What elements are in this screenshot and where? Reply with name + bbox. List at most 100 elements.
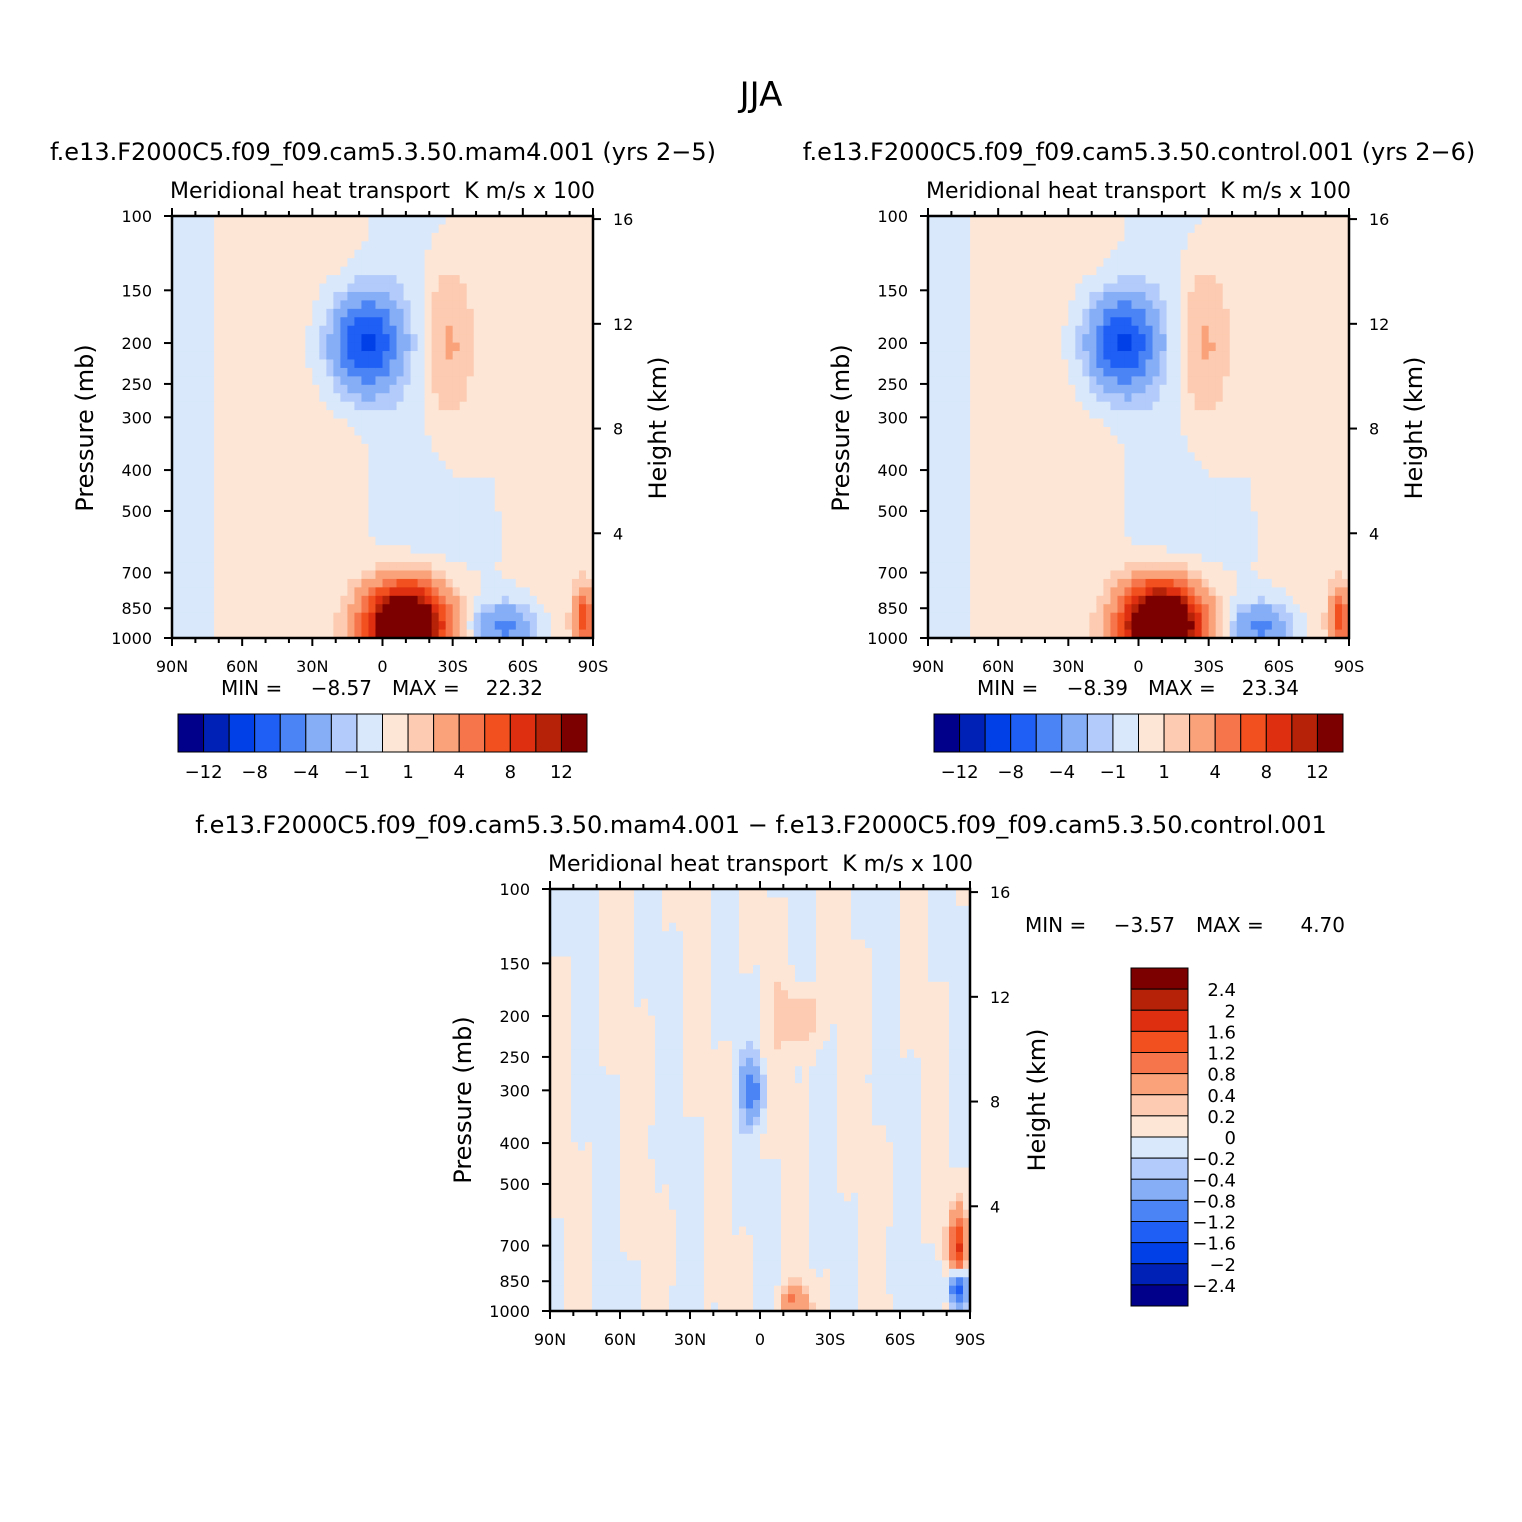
contour-cell (480, 511, 489, 521)
contour-cell (1089, 384, 1097, 394)
contour-cell (319, 384, 327, 394)
contour-cell (935, 241, 943, 251)
contour-cell (305, 452, 313, 462)
contour-cell (1138, 494, 1147, 504)
contour-cell (1082, 578, 1090, 588)
contour-cell (1110, 300, 1119, 310)
contour-cell (585, 249, 594, 259)
contour-cell (473, 401, 482, 411)
contour-cell (186, 418, 194, 428)
contour-cell (942, 410, 950, 420)
contour-cell (970, 595, 978, 605)
contour-cell (1152, 587, 1161, 597)
contour-cell (949, 401, 957, 411)
contour-cell (557, 604, 566, 614)
contour-cell (235, 629, 243, 639)
contour-cell (1061, 410, 1069, 420)
contour-cell (1096, 291, 1105, 301)
contour-cell (536, 452, 545, 462)
contour-cell (543, 300, 552, 310)
contour-cell (935, 334, 943, 344)
contour-cell (389, 266, 398, 276)
contour-cell (270, 562, 278, 572)
contour-cell (186, 519, 194, 529)
contour-cell (529, 435, 538, 445)
contour-cell (487, 249, 496, 259)
contour-cell (242, 308, 250, 318)
contour-cell (1117, 376, 1126, 386)
contour-cell (389, 376, 398, 386)
contour-cell (487, 393, 496, 403)
contour-cell (1145, 401, 1154, 411)
contour-cell (522, 367, 531, 377)
contour-cell (1005, 511, 1013, 521)
contour-cell (480, 604, 489, 614)
contour-cell (431, 300, 440, 310)
contour-cell (1075, 283, 1083, 293)
contour-cell (445, 553, 454, 563)
contour-cell (1131, 570, 1140, 580)
contour-cell (221, 359, 229, 369)
contour-cell (928, 435, 936, 445)
contour-cell (543, 266, 552, 276)
contour-cell (333, 342, 341, 352)
contour-cell (935, 587, 943, 597)
contour-cell (179, 334, 187, 344)
contour-cell (1159, 578, 1168, 588)
contour-cell (214, 275, 222, 285)
contour-cell (277, 545, 285, 555)
contour-cell (263, 275, 271, 285)
contour-cell (354, 367, 363, 377)
contour-cell (1131, 232, 1140, 242)
contour-cell (564, 367, 573, 377)
contour-cell (1012, 266, 1020, 276)
contour-cell (382, 334, 391, 344)
contour-cell (508, 300, 517, 310)
contour-cell (991, 275, 999, 285)
contour-cell (1089, 460, 1097, 470)
contour-cell (1082, 241, 1090, 251)
contour-cell (347, 300, 356, 310)
contour-cell (1131, 418, 1140, 428)
contour-cell (956, 502, 964, 512)
contour-cell (508, 232, 517, 242)
contour-cell (431, 359, 440, 369)
contour-cell (963, 528, 971, 538)
contour-cell (396, 469, 405, 479)
contour-cell (543, 418, 552, 428)
contour-cell (277, 452, 285, 462)
contour-cell (543, 621, 552, 631)
contour-cell (256, 460, 264, 470)
contour-cell (368, 621, 377, 631)
contour-cell (354, 258, 363, 268)
contour-cell (550, 587, 559, 597)
contour-cell (578, 545, 587, 555)
contour-cell (270, 452, 278, 462)
contour-cell (410, 291, 419, 301)
contour-cell (396, 283, 405, 293)
contour-cell (256, 553, 264, 563)
contour-cell (305, 595, 313, 605)
contour-cell (368, 283, 377, 293)
contour-cell (466, 393, 475, 403)
contour-cell (1047, 283, 1055, 293)
contour-cell (354, 334, 363, 344)
contour-cell (305, 427, 313, 437)
contour-cell (1103, 477, 1112, 487)
contour-cell (1166, 528, 1175, 538)
contour-cell (543, 511, 552, 521)
contour-cell (571, 418, 580, 428)
contour-cell (284, 393, 292, 403)
contour-cell (410, 477, 419, 487)
contour-cell (438, 216, 447, 226)
contour-cell (1145, 486, 1154, 496)
contour-cell (179, 367, 187, 377)
y-tick-label: 850 (121, 599, 152, 618)
contour-cell (557, 452, 566, 462)
contour-cell (1166, 224, 1175, 234)
contour-cell (536, 300, 545, 310)
contour-cell (1159, 308, 1168, 318)
contour-cell (1054, 502, 1062, 512)
contour-cell (326, 477, 334, 487)
contour-cell (977, 612, 985, 622)
